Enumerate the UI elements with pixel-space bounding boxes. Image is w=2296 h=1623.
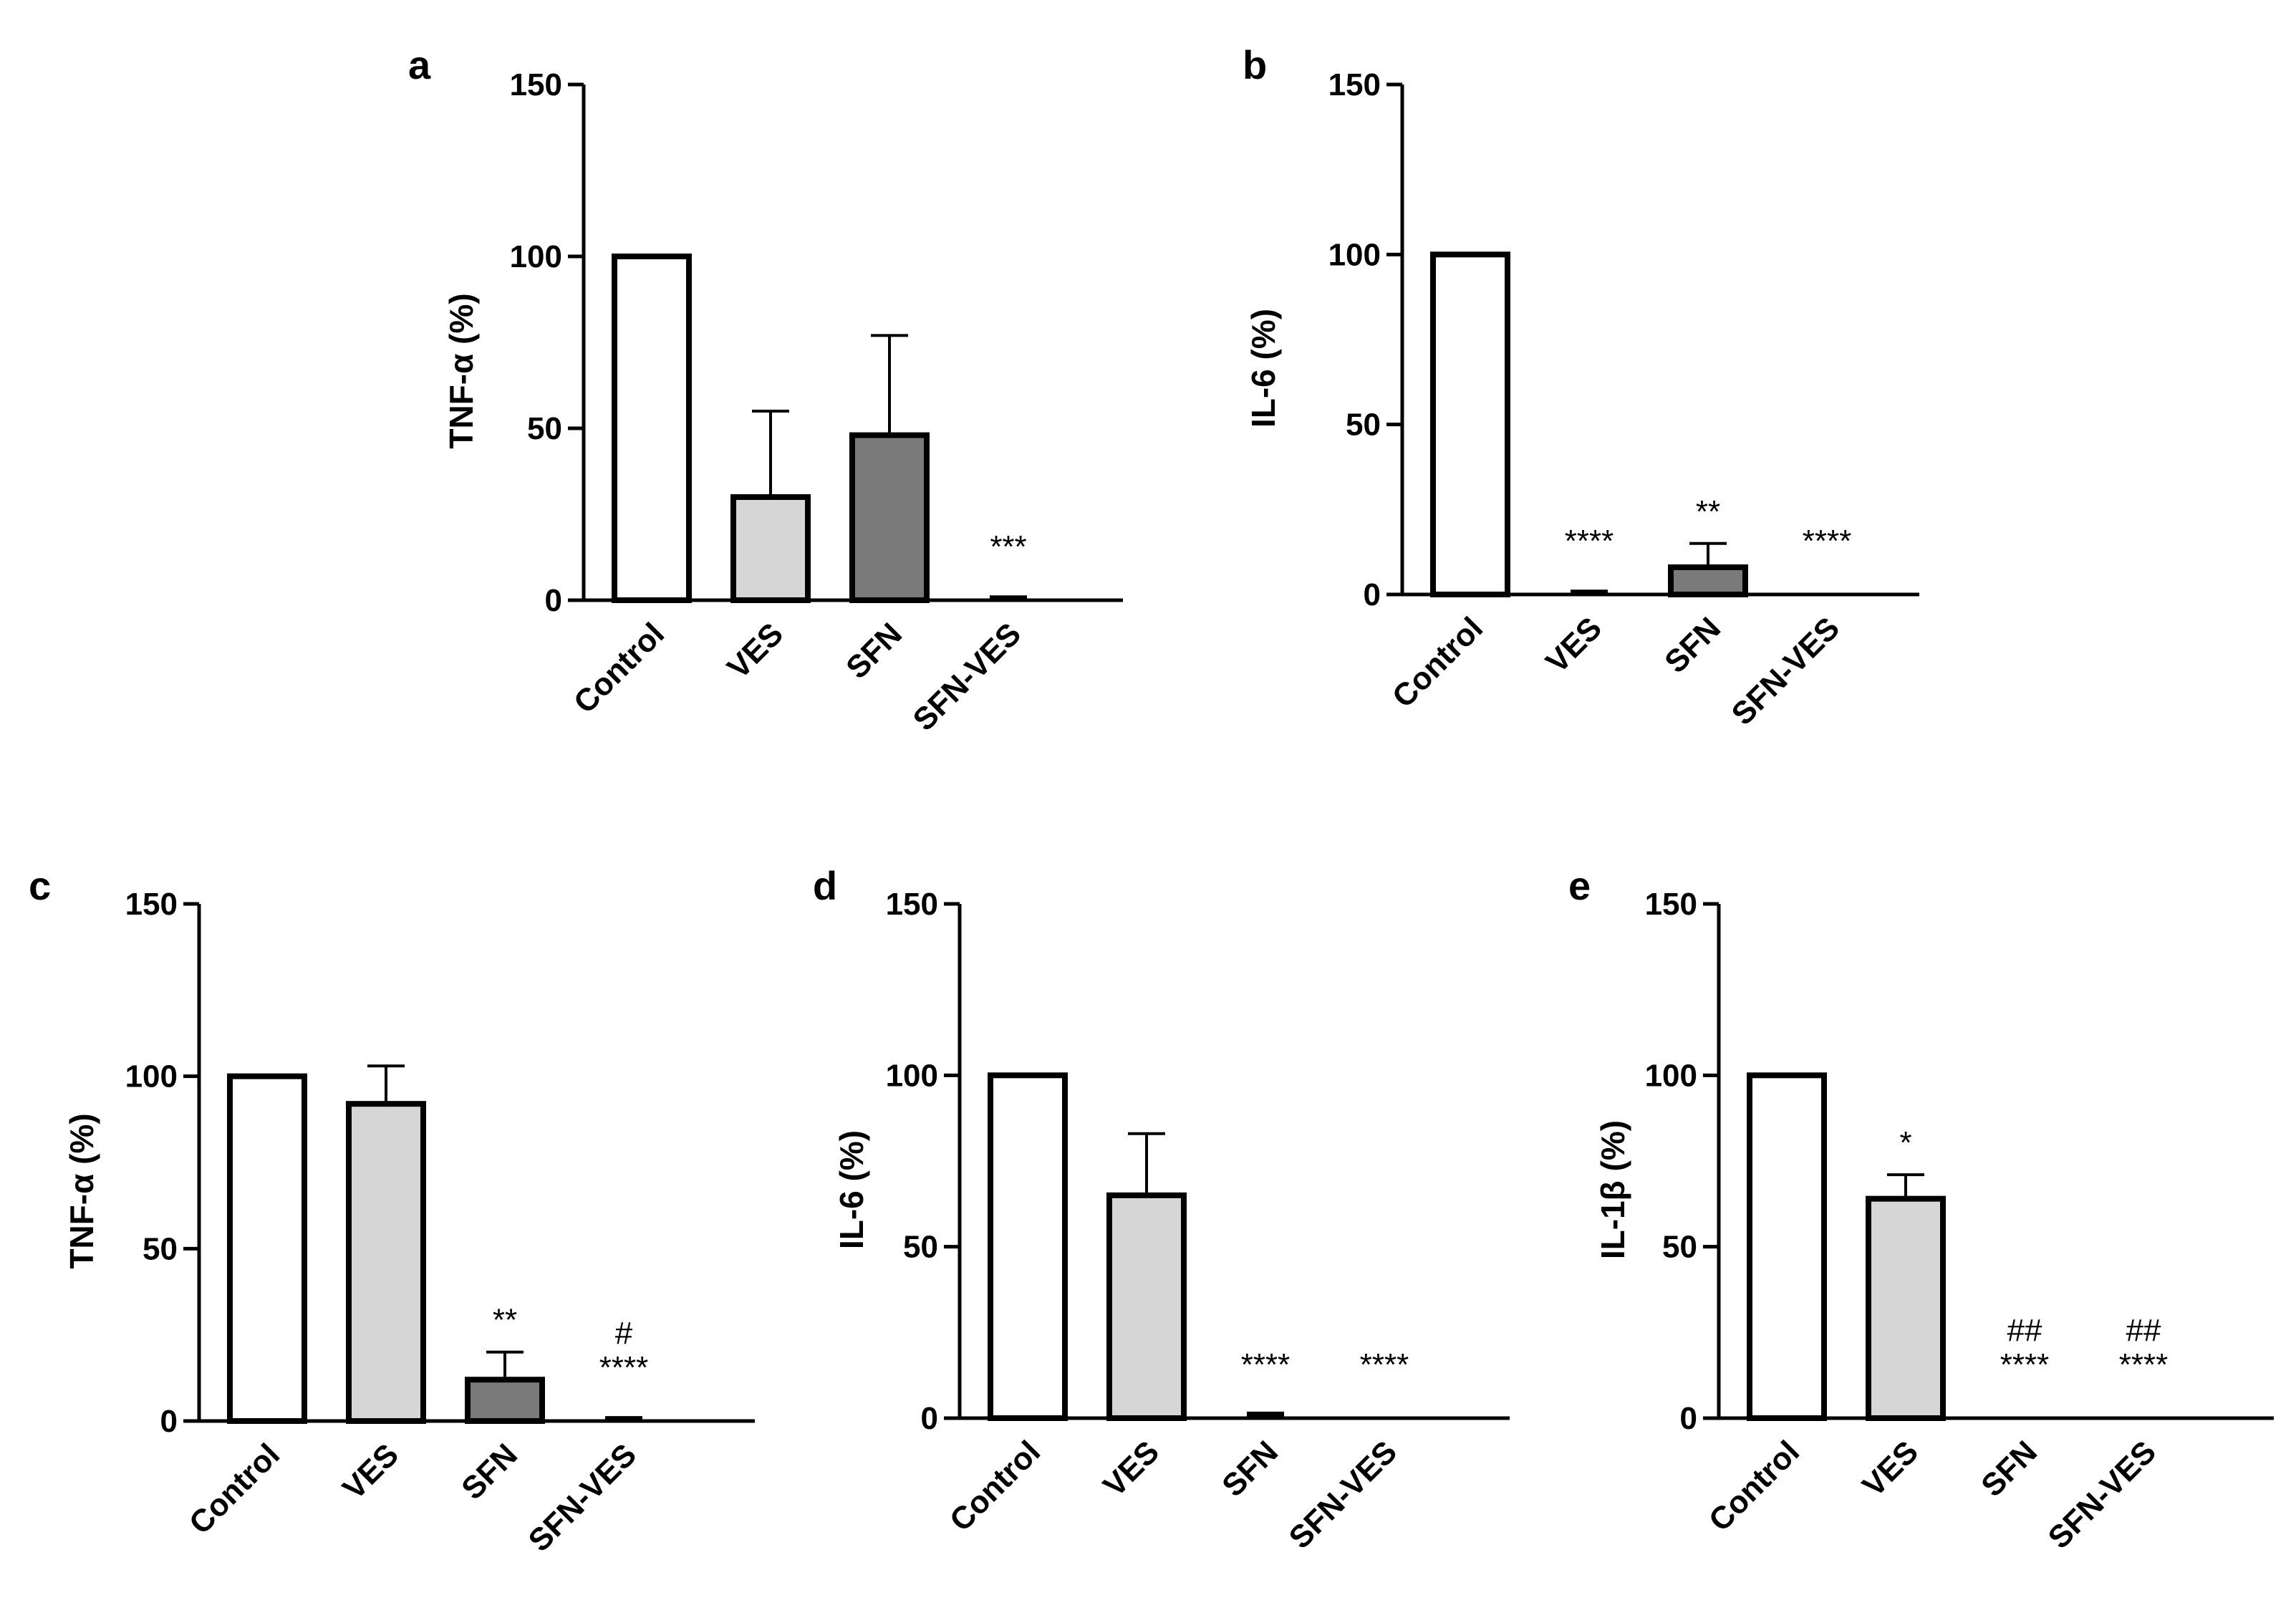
x-tick-label: SFN-VES [2042, 1434, 2163, 1555]
panel-e: eIL-1β (%)050100150Control*VES****##SFN*… [1568, 863, 2274, 1556]
x-tick-label: VES [1096, 1434, 1166, 1503]
panel-letter: d [813, 863, 837, 908]
x-tick-label: VES [1539, 610, 1608, 680]
x-tick-label: SFN [1658, 610, 1727, 680]
y-tick-label: 50 [903, 1230, 938, 1265]
x-tick-label: SFN [1215, 1434, 1285, 1503]
y-tick-label: 50 [1346, 408, 1381, 443]
y-tick-label: 100 [1645, 1058, 1697, 1093]
bar-control [1747, 1072, 1827, 1422]
y-tick-label: 150 [510, 67, 562, 102]
x-tick-label: SFN-VES [907, 616, 1028, 737]
x-tick-label: VES [1856, 1434, 1925, 1503]
significance-marker: **** [1565, 524, 1614, 559]
y-tick-label: 50 [143, 1231, 178, 1266]
significance-marker: * [1899, 1125, 1911, 1160]
panel-d: d IL-6 (%) 0 50 100 150 Control VES **** SFN **** S… [813, 863, 1510, 1556]
y-tick-label: 100 [125, 1059, 178, 1094]
y-tick-label: 0 [921, 1401, 938, 1436]
bar-control [1430, 251, 1510, 597]
bar-control [988, 1072, 1068, 1422]
y-tick-label: 50 [1662, 1230, 1697, 1265]
y-axis-label: IL-6 (%) [1245, 309, 1282, 428]
x-tick-label: Control [1702, 1434, 1806, 1538]
y-tick-label: 50 [527, 411, 562, 446]
x-tick-label: Control [943, 1434, 1047, 1538]
x-tick-label: SFN [455, 1437, 524, 1506]
panel-letter: a [408, 42, 431, 87]
significance-marker: ## [2007, 1313, 2042, 1348]
y-axis-label: IL-1β (%) [1594, 1120, 1631, 1259]
panel-b: b IL-6 (%) 0 50 100 150 Control **** VES ** SFN ***… [1243, 42, 1919, 732]
x-tick-label: SFN [839, 616, 909, 685]
panel-letter: b [1243, 42, 1267, 87]
bar-ves [1866, 1195, 1946, 1421]
y-tick-label: 0 [545, 583, 562, 618]
bar-control [227, 1073, 307, 1424]
x-tick-label: VES [720, 616, 790, 685]
panel-a: a TNF-α (%) 0 50 100 150 Control VES SFN *** SFN-V… [408, 42, 1123, 738]
significance-marker: **** [2119, 1347, 2169, 1382]
x-tick-label: SFN-VES [1725, 610, 1846, 731]
significance-marker: **** [1803, 524, 1852, 559]
x-tick-label: SFN-VES [522, 1437, 643, 1558]
significance-marker: **** [1360, 1347, 1409, 1382]
x-tick-label: Control [567, 616, 671, 720]
bar-ves [730, 494, 811, 603]
x-tick-label: Control [1386, 610, 1490, 714]
y-axis-label: TNF-α (%) [443, 293, 480, 448]
y-tick-label: 150 [125, 887, 178, 922]
x-tick-label: SFN [1974, 1434, 2044, 1503]
y-tick-label: 0 [160, 1404, 178, 1439]
significance-marker: # [615, 1316, 633, 1351]
bar-sfn [1668, 564, 1748, 598]
y-tick-label: 100 [886, 1058, 938, 1093]
panel-letter: e [1568, 863, 1591, 908]
y-tick-label: 100 [1328, 237, 1381, 272]
significance-marker: **** [599, 1350, 649, 1385]
y-tick-label: 150 [1328, 67, 1381, 102]
x-tick-label: Control [183, 1437, 286, 1541]
bar-control [612, 254, 692, 603]
y-tick-label: 150 [886, 887, 938, 922]
x-tick-label: VES [336, 1437, 405, 1506]
bar-sfn [849, 432, 930, 603]
bar-ves [346, 1101, 426, 1424]
significance-marker: **** [1241, 1347, 1291, 1382]
x-tick-label: SFN-VES [1283, 1434, 1404, 1555]
panel-c: c TNF-α (%) 0 50 100 150 Control VES ** SFN ****# S… [29, 863, 755, 1559]
y-tick-label: 150 [1645, 887, 1697, 922]
bar-ves [1106, 1192, 1187, 1422]
y-axis-label: TNF-α (%) [63, 1113, 100, 1268]
y-tick-label: 0 [1680, 1401, 1697, 1436]
significance-marker: ** [1696, 494, 1720, 529]
significance-marker: ** [493, 1303, 517, 1338]
significance-marker: **** [2000, 1347, 2050, 1382]
significance-marker: *** [990, 529, 1026, 564]
y-tick-label: 0 [1364, 577, 1381, 612]
significance-marker: ## [2126, 1313, 2161, 1348]
y-tick-label: 100 [510, 239, 562, 274]
y-axis-label: IL-6 (%) [833, 1130, 870, 1249]
bar-sfn [465, 1377, 545, 1424]
panel-letter: c [29, 863, 51, 908]
